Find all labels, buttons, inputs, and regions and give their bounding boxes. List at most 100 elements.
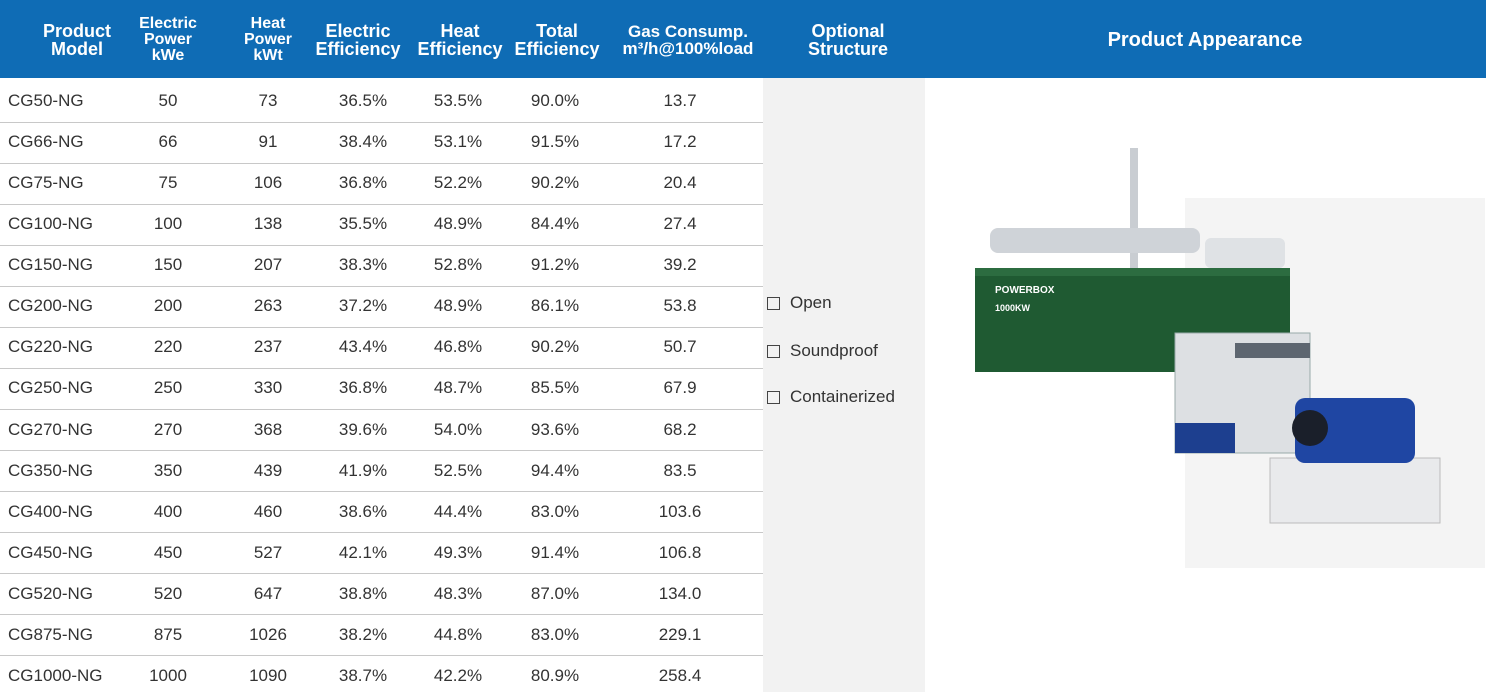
cell: 439 bbox=[254, 461, 282, 481]
header-line: Heat bbox=[244, 16, 292, 32]
product-image: POWERBOX 1000KW bbox=[925, 78, 1486, 692]
cell: 67.9 bbox=[663, 378, 696, 398]
cell: 330 bbox=[254, 378, 282, 398]
option-panel bbox=[763, 78, 925, 692]
cell: 134.0 bbox=[659, 584, 702, 604]
header-line: Electric bbox=[315, 22, 400, 40]
cell: 84.4% bbox=[531, 214, 579, 234]
cell: 17.2 bbox=[663, 132, 696, 152]
cell: 37.2% bbox=[339, 296, 387, 316]
cell: 66 bbox=[159, 132, 178, 152]
header-line: Power bbox=[244, 32, 292, 48]
header-line: Efficiency bbox=[514, 40, 599, 58]
header-line: Optional bbox=[808, 22, 888, 40]
cell: 875 bbox=[154, 625, 182, 645]
image-label: POWERBOX bbox=[995, 285, 1055, 296]
cell: 53.1% bbox=[434, 132, 482, 152]
cell: 44.8% bbox=[434, 625, 482, 645]
cell: 75 bbox=[159, 173, 178, 193]
cell: 27.4 bbox=[663, 214, 696, 234]
header-line: Structure bbox=[808, 40, 888, 58]
cell: 103.6 bbox=[659, 502, 702, 522]
cell: 91 bbox=[259, 132, 278, 152]
cell: 90.2% bbox=[531, 173, 579, 193]
cell: 73 bbox=[259, 91, 278, 111]
cell: CG50-NG bbox=[8, 91, 84, 111]
cell: 83.0% bbox=[531, 625, 579, 645]
cell: 450 bbox=[154, 543, 182, 563]
cell: 48.3% bbox=[434, 584, 482, 604]
cell: CG1000-NG bbox=[8, 666, 102, 686]
header-line: m³/h@100%load bbox=[623, 40, 754, 57]
cell: 94.4% bbox=[531, 461, 579, 481]
cell: 41.9% bbox=[339, 461, 387, 481]
cell: 520 bbox=[154, 584, 182, 604]
cell: CG450-NG bbox=[8, 543, 93, 563]
cell: 38.3% bbox=[339, 255, 387, 275]
row-separator bbox=[0, 163, 763, 164]
header-cell: ProductModel bbox=[43, 22, 111, 58]
option-label: Containerized bbox=[790, 387, 895, 407]
cell: 368 bbox=[254, 420, 282, 440]
checkbox bbox=[767, 297, 780, 310]
header-line: Model bbox=[43, 40, 111, 58]
cell: 52.2% bbox=[434, 173, 482, 193]
cell: 20.4 bbox=[663, 173, 696, 193]
row-separator bbox=[0, 122, 763, 123]
cell: 50 bbox=[159, 91, 178, 111]
row-separator bbox=[0, 368, 763, 369]
cell: 36.8% bbox=[339, 173, 387, 193]
header-line: kWt bbox=[244, 48, 292, 64]
row-separator bbox=[0, 573, 763, 574]
cell: 460 bbox=[254, 502, 282, 522]
header-cell: ElectricPowerkWe bbox=[139, 16, 197, 64]
cell: 647 bbox=[254, 584, 282, 604]
cell: 91.2% bbox=[531, 255, 579, 275]
header-line: Efficiency bbox=[315, 40, 400, 58]
row-separator bbox=[0, 286, 763, 287]
cell: CG875-NG bbox=[8, 625, 93, 645]
cell: 38.8% bbox=[339, 584, 387, 604]
cell: 106 bbox=[254, 173, 282, 193]
header-line: Total bbox=[514, 22, 599, 40]
cell: 90.2% bbox=[531, 337, 579, 357]
cell: 38.6% bbox=[339, 502, 387, 522]
cell: 43.4% bbox=[339, 337, 387, 357]
cell: 38.2% bbox=[339, 625, 387, 645]
cell: 38.7% bbox=[339, 666, 387, 686]
cell: CG150-NG bbox=[8, 255, 93, 275]
cell: 36.8% bbox=[339, 378, 387, 398]
header-line: Heat bbox=[417, 22, 502, 40]
cell: 39.2 bbox=[663, 255, 696, 275]
cell: 237 bbox=[254, 337, 282, 357]
cell: 38.4% bbox=[339, 132, 387, 152]
cell: 207 bbox=[254, 255, 282, 275]
cell: 350 bbox=[154, 461, 182, 481]
cell: 150 bbox=[154, 255, 182, 275]
cell: 527 bbox=[254, 543, 282, 563]
cell: 53.5% bbox=[434, 91, 482, 111]
cell: 91.4% bbox=[531, 543, 579, 563]
cell: 52.5% bbox=[434, 461, 482, 481]
checkbox bbox=[767, 391, 780, 404]
cell: CG250-NG bbox=[8, 378, 93, 398]
cell: 48.7% bbox=[434, 378, 482, 398]
cell: 400 bbox=[154, 502, 182, 522]
row-separator bbox=[0, 327, 763, 328]
cell: 83.5 bbox=[663, 461, 696, 481]
cell: 44.4% bbox=[434, 502, 482, 522]
checkbox bbox=[767, 345, 780, 358]
cell: 250 bbox=[154, 378, 182, 398]
cell: 49.3% bbox=[434, 543, 482, 563]
row-separator bbox=[0, 655, 763, 656]
row-separator bbox=[0, 614, 763, 615]
cell: 1090 bbox=[249, 666, 287, 686]
cell: 270 bbox=[154, 420, 182, 440]
cell: 258.4 bbox=[659, 666, 702, 686]
cell: CG400-NG bbox=[8, 502, 93, 522]
cell: 13.7 bbox=[663, 91, 696, 111]
header-line: Gas Consump. bbox=[623, 23, 754, 40]
row-separator bbox=[0, 532, 763, 533]
